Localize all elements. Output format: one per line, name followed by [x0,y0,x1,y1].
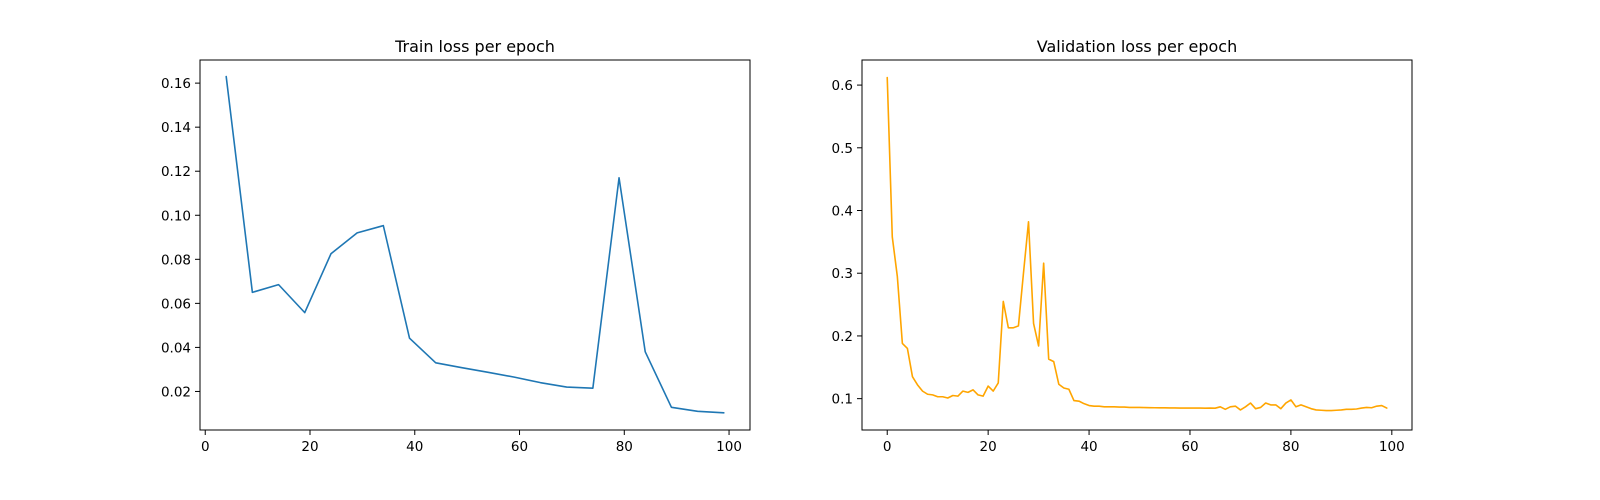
x-tick-label: 0 [883,439,892,455]
x-tick-label: 40 [1080,439,1097,455]
x-tick-label: 100 [716,439,742,455]
train-loss-chart: Train loss per epoch 0 20 40 60 80 100 0.02 0.0… [161,37,751,455]
y-tick-label: 0.6 [832,78,853,94]
y-tick-label: 0.06 [161,296,191,312]
series-line [225,75,725,414]
x-tick-label: 40 [406,439,423,455]
y-tick-label: 0.14 [161,120,191,136]
y-tick-label: 0.3 [832,266,853,282]
y-tick-label: 0.4 [832,204,853,220]
y-tick-label: 0.08 [161,252,191,268]
x-tick-label: 80 [1282,439,1299,455]
y-tick-label: 0.5 [832,141,853,157]
x-tick-label: 20 [980,439,997,455]
y-tick-label: 0.10 [161,208,191,224]
series-line [886,76,1388,412]
validation-loss-chart: Validation loss per epoch 0 20 40 60 80 100 0.… [832,37,1413,455]
y-tick-label: 0.12 [161,164,191,180]
y-tick-label: 0.16 [161,76,191,92]
axes-frame [199,59,751,431]
x-tick-label: 0 [201,439,210,455]
axes-frame [861,59,1413,431]
y-tick-label: 0.2 [832,329,853,345]
y-tick-label: 0.02 [161,384,191,400]
x-tick-label: 60 [511,439,528,455]
y-tick-label: 0.04 [161,340,191,356]
y-tick-label: 0.1 [832,392,853,408]
x-tick-label: 100 [1379,439,1405,455]
x-tick-label: 60 [1181,439,1198,455]
chart-title: Train loss per epoch [394,37,555,56]
x-tick-label: 80 [616,439,633,455]
chart-title: Validation loss per epoch [1037,37,1237,56]
x-tick-label: 20 [301,439,318,455]
